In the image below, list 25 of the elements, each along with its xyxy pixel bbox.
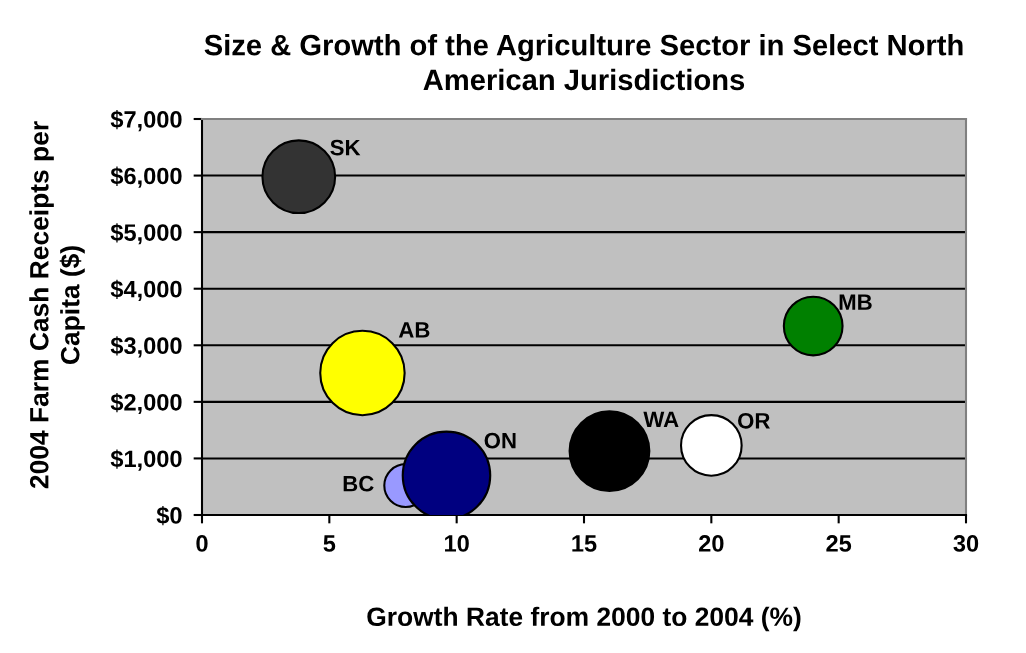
y-tick-label: $4,000 [110,279,182,301]
series-label: OR [738,412,770,429]
x-tick-label: 25 [826,535,852,552]
chart-title: Size & Growth of the Agriculture Sector in Select North American Jurisdictions [204,34,963,91]
series-label: WA [643,411,679,427]
y-tick-label: $3,000 [110,336,182,358]
y-tick-label: $0 [156,506,182,526]
y-tick-label: $6,000 [110,166,182,188]
y-tick-label: $1,000 [110,449,182,471]
x-tick-label: 15 [572,535,597,552]
series-label: MB [839,294,872,310]
y-tick-label: $2,000 [110,392,182,415]
y-tick-label: $7,000 [110,110,182,132]
series-label: BC [343,475,374,492]
series-label: AB [398,322,430,338]
y-tick-label: $5,000 [110,223,182,245]
x-tick-label: 20 [699,535,724,552]
x-tick-label: 0 [196,535,208,552]
x-tick-label: 30 [953,535,979,552]
x-axis-title: Growth Rate from 2000 to 2004 (%) [367,606,801,632]
series-label: ON [484,432,516,449]
x-tick-label: 5 [323,535,336,552]
series-label: SK [330,139,361,156]
x-tick-label: 10 [445,535,469,552]
y-axis-title: 2004 Farm Cash Receipts per Capita ($) [29,121,85,489]
